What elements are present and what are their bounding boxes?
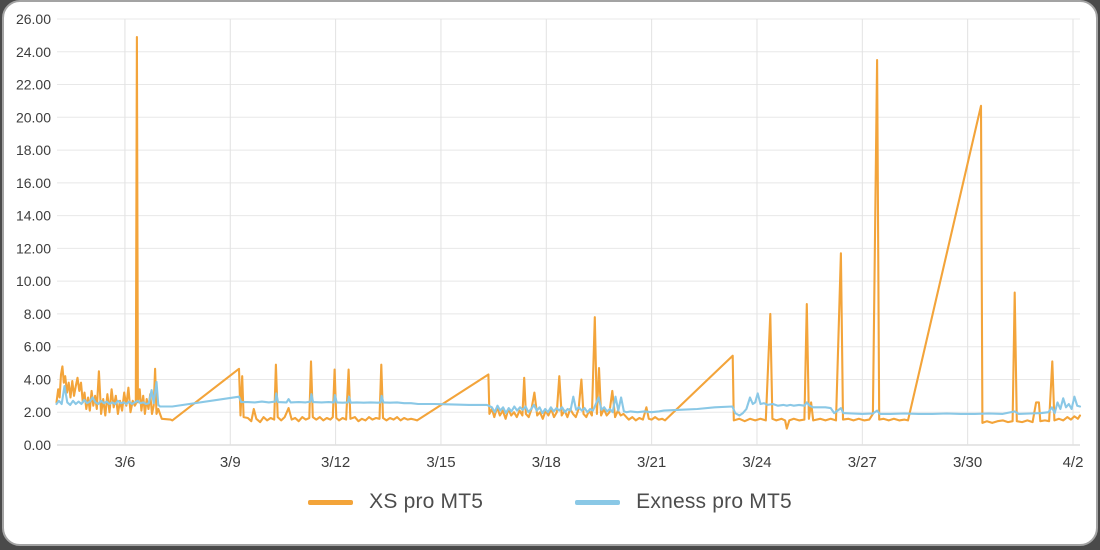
legend-swatch-blue (575, 499, 621, 505)
x-axis-tick-label: 3/12 (321, 454, 350, 471)
x-axis-tick-label: 3/6 (114, 454, 135, 471)
series-line-xs-pro-mt5 (55, 35, 1082, 430)
legend-item-exness-pro-mt5[interactable]: Exness pro MT5 (575, 490, 792, 514)
x-axis-tick-label: 4/2 (1063, 454, 1084, 471)
y-axis-tick-label: 8.00 (24, 306, 51, 322)
y-axis-tick-label: 16.00 (16, 175, 51, 191)
chart-legend: XS pro MT5 Exness pro MT5 (4, 490, 1096, 514)
legend-item-xs-pro-mt5[interactable]: XS pro MT5 (308, 490, 483, 514)
x-axis-tick-label: 3/30 (953, 454, 982, 471)
legend-swatch-orange (308, 499, 354, 505)
y-axis-tick-label: 20.00 (16, 109, 51, 125)
x-axis-tick-label: 3/18 (532, 454, 561, 471)
y-axis-tick-label: 10.00 (16, 273, 51, 289)
x-axis-tick-label: 3/9 (220, 454, 241, 471)
series-line-exness-pro-mt5 (55, 380, 1082, 417)
y-axis-tick-label: 14.00 (16, 208, 51, 224)
y-axis-tick-label: 12.00 (16, 240, 51, 256)
y-axis-tick-label: 18.00 (16, 142, 51, 158)
y-axis-tick-label: 2.00 (24, 404, 51, 420)
y-axis-tick-label: 22.00 (16, 77, 51, 93)
x-axis-tick-label: 3/15 (426, 454, 455, 471)
y-axis-tick-label: 6.00 (24, 339, 51, 355)
x-axis-tick-label: 3/24 (742, 454, 771, 471)
y-axis-tick-label: 26.00 (16, 11, 51, 27)
line-chart-canvas: 0.00 2.00 4.00 6.00 8.00 10.00 12.00 14.00 16.00… (16, 11, 1084, 471)
x-axis-tick-label: 3/27 (848, 454, 877, 471)
y-axis-tick-label: 0.00 (24, 437, 51, 453)
x-axis-tick-label: 3/21 (637, 454, 666, 471)
y-axis-tick-label: 24.00 (16, 44, 51, 60)
y-axis-tick-label: 4.00 (24, 371, 51, 387)
legend-label: XS pro MT5 (369, 490, 484, 513)
legend-label: Exness pro MT5 (636, 490, 792, 513)
